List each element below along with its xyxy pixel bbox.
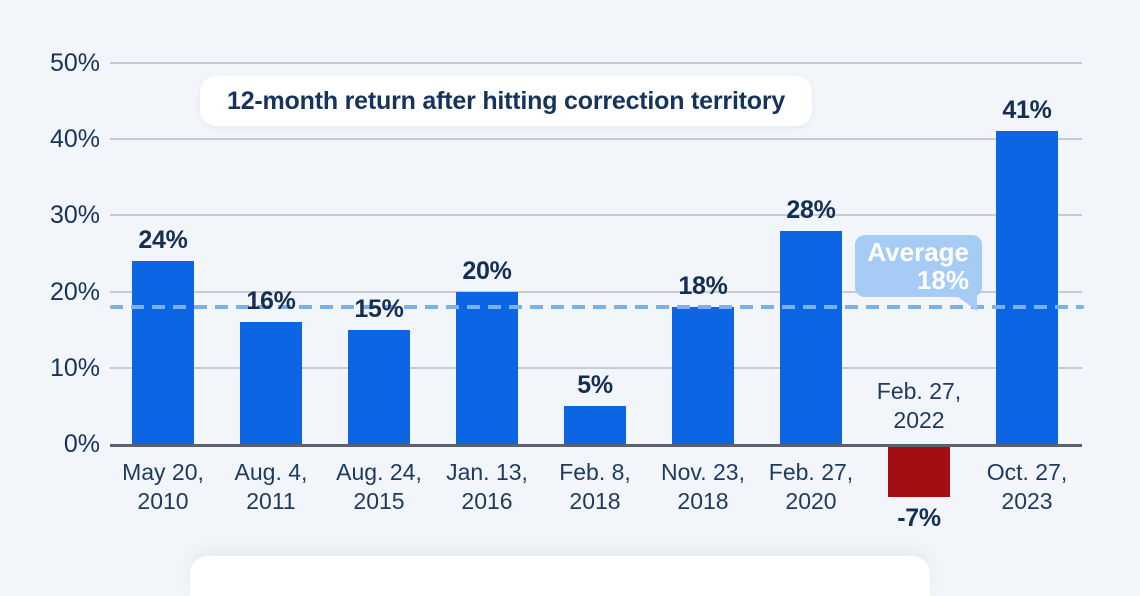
- gridline-20%: [110, 290, 1082, 293]
- x-category-label: Feb. 27, 2022: [861, 377, 977, 435]
- x-category-label-line: 2010: [137, 488, 189, 514]
- gridline-50%: [110, 61, 1082, 64]
- bar-value-label: 18%: [678, 271, 728, 300]
- x-category-label: Feb. 27, 2020: [753, 458, 869, 516]
- bar-May-20-2010: [132, 261, 194, 444]
- chart-title-pill: 12-month return after hitting correction…: [200, 76, 813, 126]
- bar-value-label: 41%: [1002, 96, 1052, 125]
- bar-Nov-23-2018: [672, 306, 734, 444]
- x-axis-line: [110, 444, 1082, 447]
- bar-Jan-13-2016: [456, 291, 518, 444]
- x-category-label-line: Nov. 23,: [661, 459, 745, 485]
- x-category-label-line: Oct. 27,: [986, 459, 1068, 485]
- y-tick-label-30%: 30%: [49, 201, 100, 230]
- average-dashed-line: [110, 304, 1084, 309]
- x-category-label-line: 2018: [569, 488, 621, 514]
- gridline-10%: [110, 366, 1082, 369]
- x-category-label: Oct. 27, 2023: [969, 458, 1085, 516]
- x-category-label-line: 2011: [246, 488, 296, 514]
- gridline-30%: [110, 214, 1082, 217]
- x-category-label: Feb. 8, 2018: [537, 458, 653, 516]
- bar-value-label: 5%: [577, 370, 613, 399]
- x-category-label-line: Feb. 27,: [876, 378, 962, 404]
- x-category-label-line: Jan. 13,: [446, 459, 528, 485]
- bar-value-label: 20%: [462, 256, 512, 285]
- bar-Aug-4-2011: [240, 322, 302, 444]
- bar-value-label: 24%: [138, 226, 188, 254]
- bar-Feb-27-2022: [888, 447, 950, 498]
- x-category-label-line: 2018: [677, 488, 729, 514]
- x-category-label-line: Feb. 8,: [559, 459, 631, 485]
- x-category-label-line: 2020: [785, 488, 837, 514]
- gridline-40%: [110, 138, 1082, 140]
- bar-value-label: -7%: [897, 504, 941, 533]
- average-callout-label: Average: [867, 237, 969, 267]
- bottom-card: [190, 556, 930, 596]
- bar-Feb-8-2018: [564, 405, 626, 444]
- chart-canvas: 12-month return after hitting correction…: [49, 48, 1085, 596]
- x-category-label: May 20, 2010: [105, 458, 221, 516]
- x-category-label: Aug. 24, 2015: [321, 458, 437, 516]
- x-category-label-line: 2023: [1001, 488, 1053, 514]
- y-tick-label-0%: 0%: [63, 430, 100, 458]
- bar-Oct-27-2023: [996, 131, 1058, 444]
- bar-value-label: 15%: [354, 294, 404, 323]
- average-callout: Average 18%: [855, 235, 982, 311]
- average-callout-tail-icon: [957, 296, 977, 311]
- x-category-label: Aug. 4, 2011: [213, 458, 329, 516]
- x-category-label: Nov. 23, 2018: [645, 458, 761, 516]
- bar-value-label: 16%: [246, 287, 296, 315]
- y-tick-label-10%: 10%: [49, 353, 100, 382]
- chart-title: 12-month return after hitting correction…: [227, 86, 786, 115]
- x-category-label-line: 2015: [353, 488, 405, 514]
- x-category-label-line: Aug. 24,: [336, 459, 422, 485]
- x-category-label-line: 2022: [893, 407, 945, 433]
- y-tick-label-40%: 40%: [49, 125, 100, 153]
- x-category-label-line: Aug. 4,: [234, 459, 308, 485]
- bar-value-label: 28%: [786, 195, 836, 224]
- x-category-label-line: May 20,: [122, 459, 204, 485]
- bar-Aug-24-2015: [348, 329, 410, 444]
- y-tick-label-20%: 20%: [49, 277, 100, 306]
- x-category-label: Jan. 13, 2016: [429, 458, 545, 516]
- average-callout-value: 18%: [916, 265, 969, 295]
- bar-Feb-27-2020: [780, 230, 842, 444]
- y-tick-label-50%: 50%: [49, 48, 100, 77]
- x-category-label-line: 2016: [461, 488, 513, 514]
- x-category-label-line: Feb. 27,: [768, 459, 854, 485]
